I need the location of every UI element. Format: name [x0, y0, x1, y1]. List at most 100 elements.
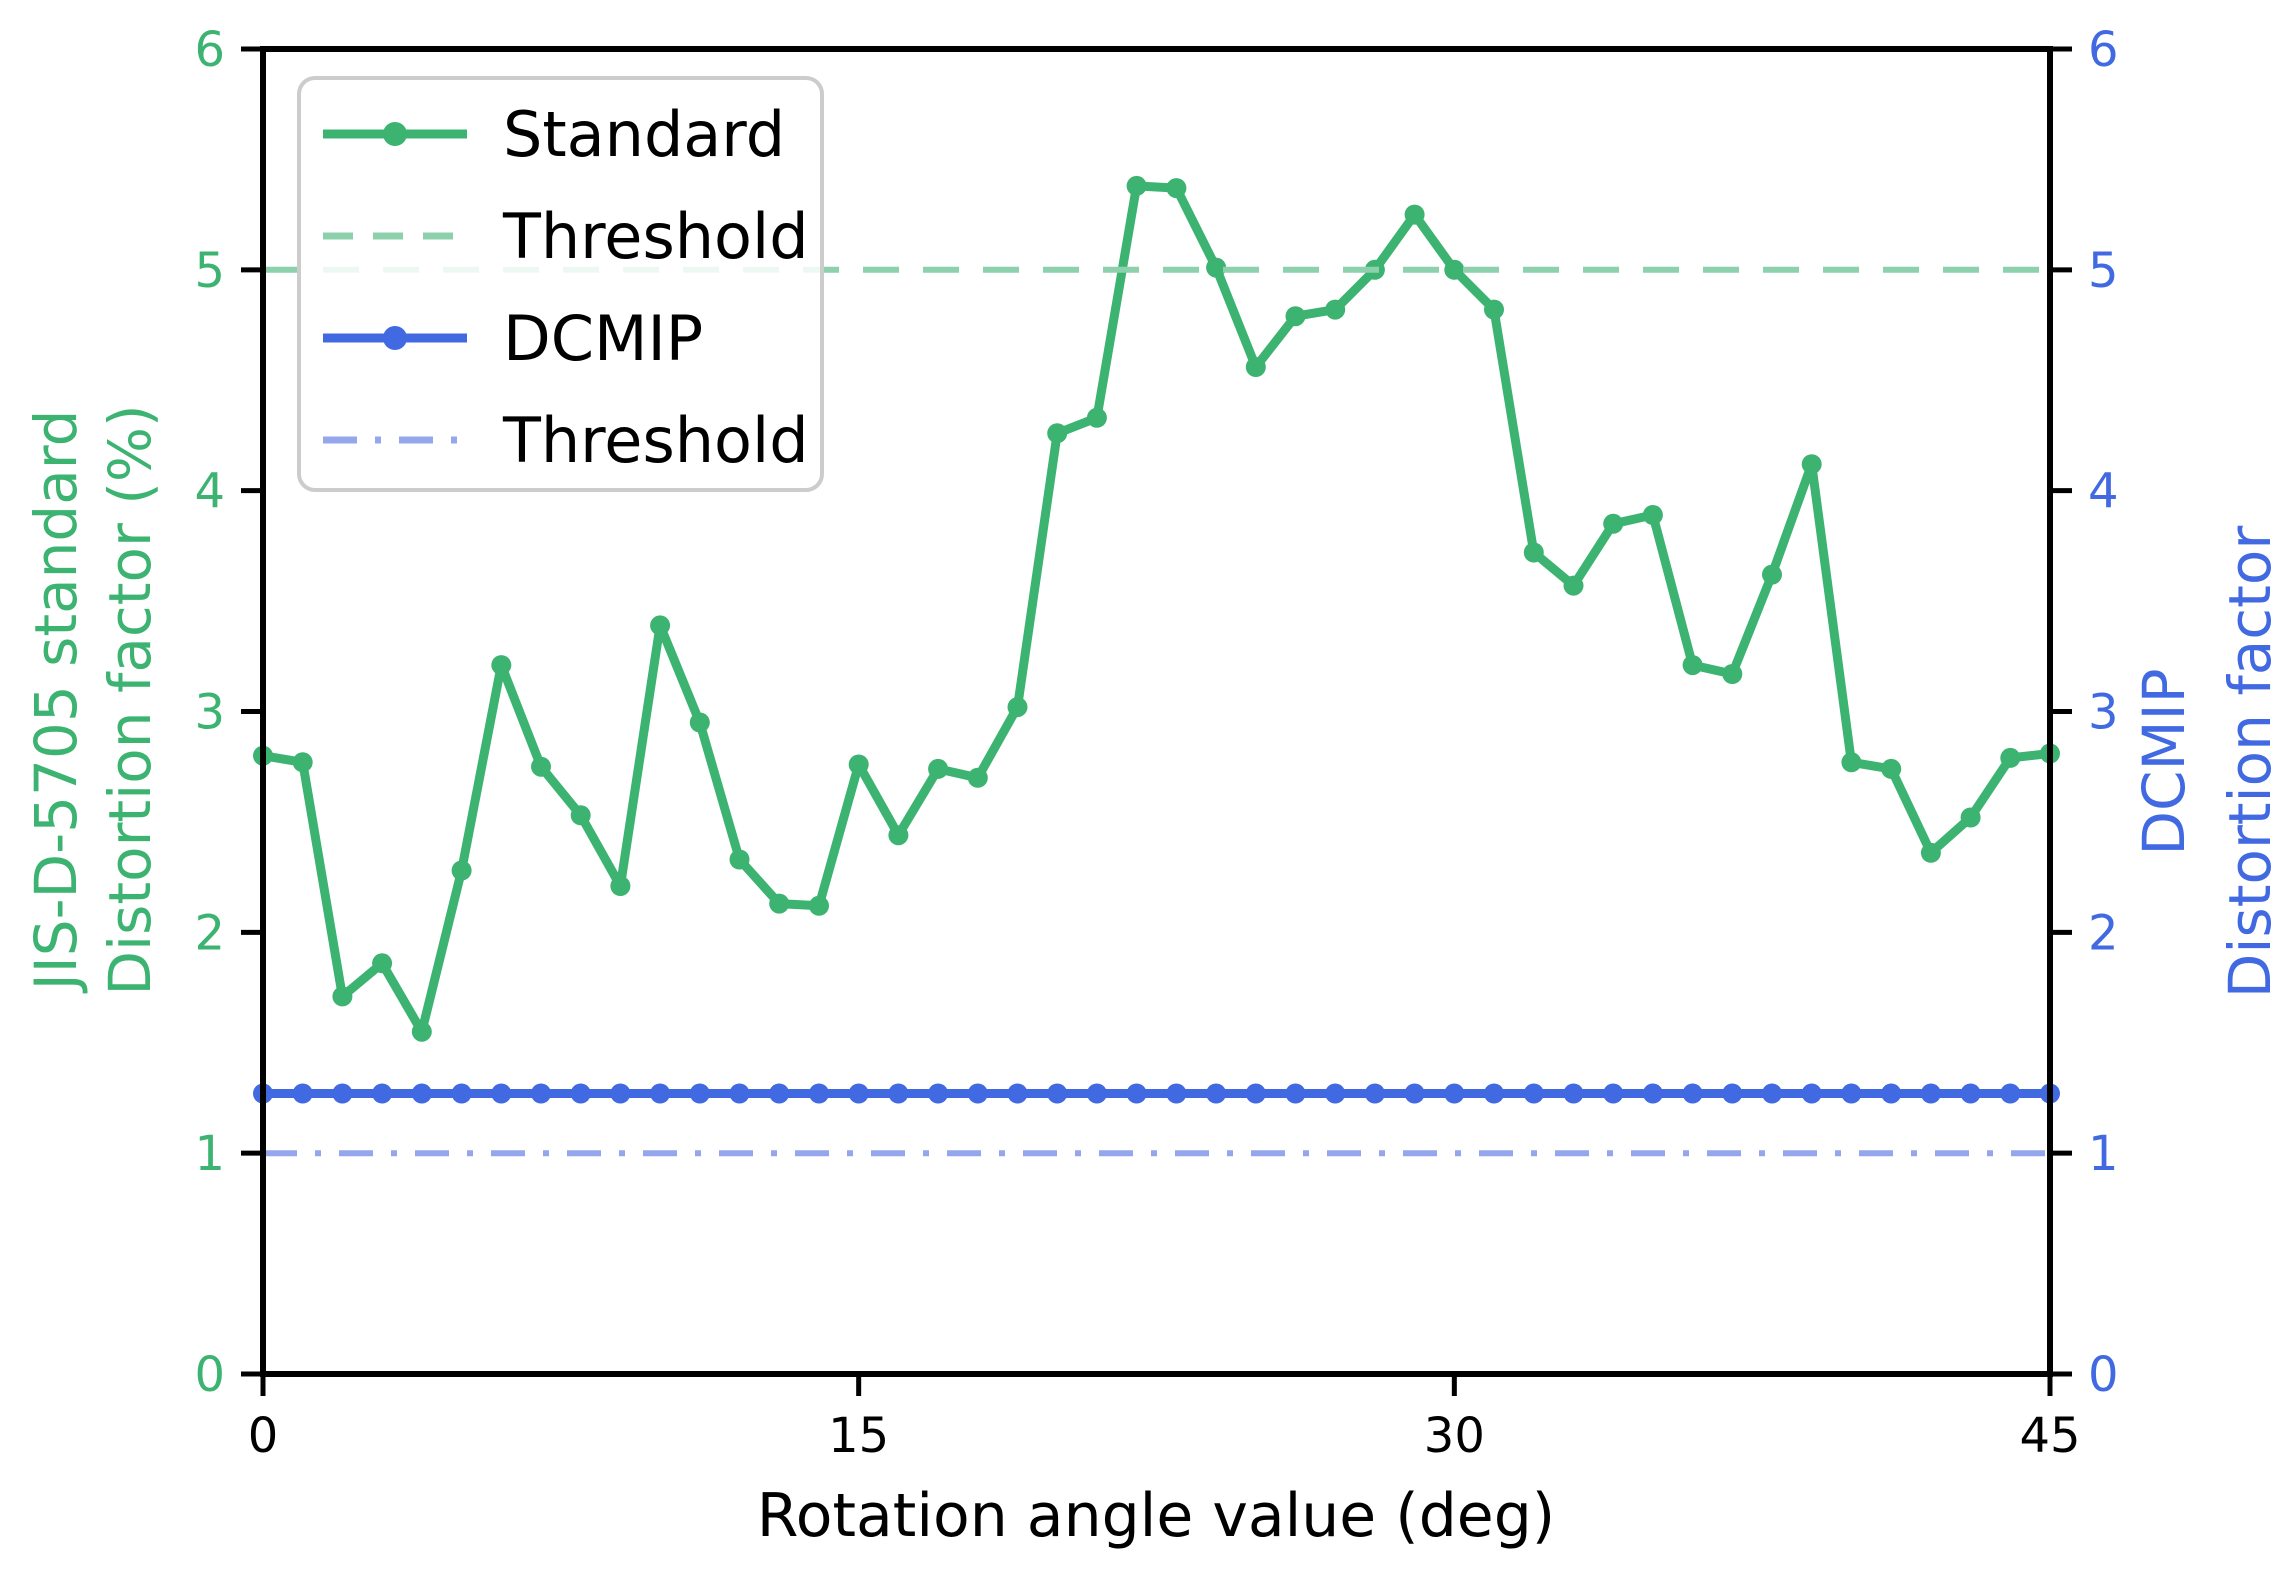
data-point-dcmip [1206, 1083, 1227, 1104]
data-point-dcmip [888, 1083, 909, 1104]
data-point-dcmip [967, 1083, 988, 1104]
data-point-standard [848, 754, 869, 775]
data-point-dcmip [650, 1083, 671, 1104]
data-point-dcmip [1920, 1083, 1941, 1104]
legend-item-label: DCMIP [503, 302, 703, 375]
legend-item-label: Threshold [502, 404, 809, 477]
data-point-standard [531, 756, 551, 777]
data-point-dcmip [1325, 1083, 1346, 1104]
data-point-dcmip [1047, 1083, 1068, 1104]
tick-label-layer: 0 15 30 450 01 12 23 34 45 56 6 [194, 22, 2118, 1464]
data-point-dcmip [1801, 1083, 1822, 1104]
data-point-standard [610, 876, 631, 896]
legend-item-label: Threshold [502, 200, 809, 273]
data-point-standard [650, 615, 671, 636]
x-tick-label: 45 [2019, 1408, 2080, 1464]
data-point-dcmip [729, 1083, 750, 1104]
data-point-standard [1523, 542, 1544, 563]
data-point-dcmip [928, 1083, 949, 1104]
data-point-dcmip [491, 1083, 512, 1104]
legend-item-dcmip-2: DCMIP [323, 302, 703, 375]
data-point-standard [888, 825, 909, 846]
data-point-dcmip [1722, 1083, 1743, 1104]
data-point-dcmip [1603, 1083, 1624, 1104]
data-point-standard [967, 767, 988, 788]
data-point-standard [332, 986, 353, 1007]
right-y-axis-label: DCMIP Distortion factor [2130, 526, 2284, 999]
data-point-dcmip [411, 1083, 432, 1104]
data-point-dcmip [1086, 1083, 1107, 1104]
y-tick-label-left: 6 [194, 22, 225, 78]
data-point-dcmip [1642, 1083, 1663, 1104]
y-tick-label-right: 2 [2088, 905, 2119, 961]
y-tick-label-right: 1 [2088, 1126, 2119, 1182]
data-point-dcmip [531, 1083, 551, 1104]
data-point-standard [769, 893, 790, 914]
legend-item-standard-0: Standard [323, 98, 785, 171]
legend-sample-marker [383, 122, 407, 146]
data-point-dcmip [1762, 1083, 1782, 1104]
data-point-standard [1404, 204, 1425, 225]
data-point-dcmip [1841, 1083, 1862, 1104]
data-point-standard [1484, 299, 1504, 320]
data-point-dcmip [2000, 1083, 2021, 1104]
data-point-standard [1166, 178, 1187, 199]
y-tick-label-right: 0 [2088, 1347, 2119, 1403]
x-tick-label: 0 [248, 1408, 279, 1464]
data-point-dcmip [610, 1083, 631, 1104]
data-point-standard [1642, 505, 1663, 525]
data-point-dcmip [1563, 1083, 1584, 1104]
data-point-dcmip [1364, 1083, 1385, 1104]
data-point-standard [411, 1021, 432, 1042]
data-point-dcmip [1126, 1083, 1147, 1104]
data-point-dcmip [1444, 1083, 1465, 1104]
data-point-dcmip [769, 1083, 790, 1104]
data-point-standard [1722, 664, 1743, 684]
data-point-standard [729, 849, 750, 870]
data-point-dcmip [689, 1083, 710, 1104]
data-point-standard [1126, 175, 1147, 196]
data-point-dcmip [1484, 1083, 1504, 1104]
y-tick-label-right: 5 [2088, 243, 2119, 299]
data-point-dcmip [332, 1083, 353, 1104]
data-point-dcmip [848, 1083, 869, 1104]
y-tick-label-right: 6 [2088, 22, 2119, 78]
data-point-standard [1603, 513, 1624, 534]
data-point-standard [1285, 306, 1306, 327]
data-point-standard [1086, 407, 1107, 428]
right-y-axis-label-line2: Distortion factor [2216, 526, 2284, 999]
legend-item-threshold-1: Threshold [323, 200, 809, 273]
data-point-standard [1801, 454, 1822, 475]
data-point-standard [1245, 357, 1266, 377]
data-point-dcmip [1523, 1083, 1544, 1104]
y-tick-label-left: 3 [194, 685, 225, 741]
data-point-standard [1841, 752, 1862, 773]
y-tick-label-left: 0 [194, 1347, 225, 1403]
left-y-axis-label-line2: Distortion factor (%) [96, 404, 164, 995]
x-tick-label: 30 [1424, 1408, 1485, 1464]
y-tick-label-left: 2 [194, 905, 225, 961]
data-point-standard [491, 655, 512, 676]
data-point-standard [1047, 423, 1068, 444]
data-point-standard [1682, 655, 1703, 676]
x-axis-label: Rotation angle value (deg) [757, 1481, 1555, 1551]
y-tick-label-right: 3 [2088, 685, 2119, 741]
legend-item-threshold-3: Threshold [323, 404, 809, 477]
data-point-dcmip [1682, 1083, 1703, 1104]
data-point-standard [1762, 564, 1782, 585]
data-point-standard [570, 805, 591, 826]
data-point-standard [292, 752, 313, 773]
tick-layer [241, 46, 2072, 1396]
y-tick-label-left: 1 [194, 1126, 225, 1182]
data-point-dcmip [1007, 1083, 1028, 1104]
legend-sample-marker [383, 326, 407, 350]
data-point-standard [1007, 697, 1028, 718]
series-line-standard [262, 181, 2051, 1037]
series-layer [253, 175, 2060, 1157]
data-point-standard [1325, 299, 1346, 320]
data-point-dcmip [1166, 1083, 1187, 1104]
data-point-standard [2000, 747, 2021, 768]
y-tick-label-left: 4 [194, 464, 225, 520]
y-tick-label-right: 4 [2088, 464, 2119, 520]
